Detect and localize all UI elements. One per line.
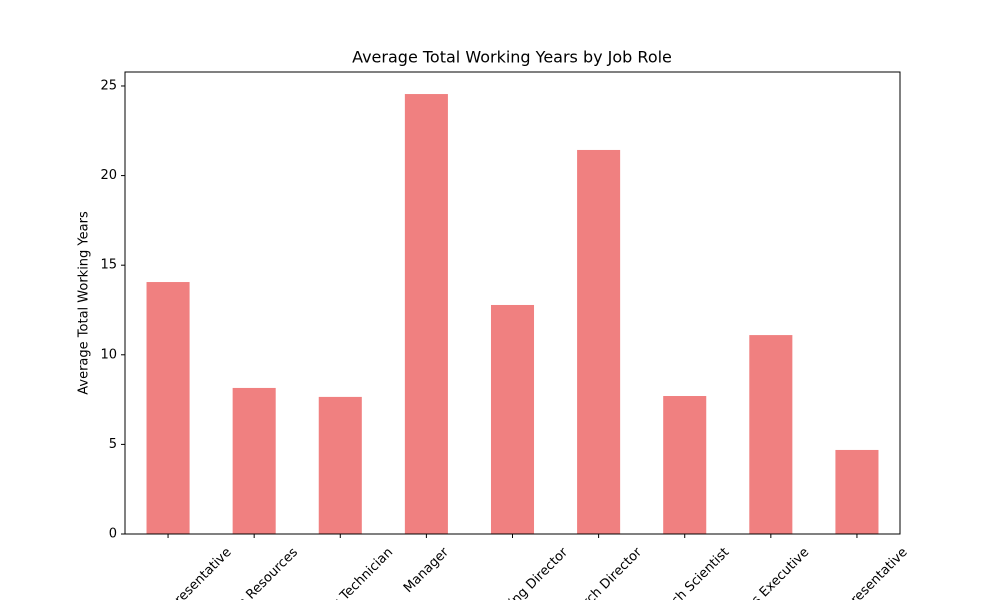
x-tick-label: Healthcare Representative [102,545,235,600]
x-tick-label: Sales Executive [729,545,812,600]
y-tick-label: 10 [100,347,117,362]
y-tick-label: 20 [100,168,117,183]
x-tick-label: Manufacturing Director [454,545,571,600]
bar [749,335,793,534]
plot-frame [124,71,901,535]
x-tick-label: Research Scientist [637,545,732,600]
bar [146,282,190,534]
x-tick-label: Manager [401,545,452,596]
bar [318,396,362,534]
bar [232,387,276,534]
bar [490,304,535,534]
bar [577,149,621,534]
y-axis-label: Average Total Working Years [77,211,92,395]
y-tick-label: 25 [100,78,117,93]
x-tick-label: Laboratory Technician [284,545,396,600]
bar [835,449,879,534]
y-tick-label: 15 [100,258,117,273]
bar [663,396,707,534]
y-tick-label: 5 [109,437,117,452]
bar [404,94,448,535]
y-tick-label: 0 [109,527,117,542]
x-tick-label: Sales Representative [803,545,910,600]
chart-title: Average Total Working Years by Job Role [352,48,672,67]
